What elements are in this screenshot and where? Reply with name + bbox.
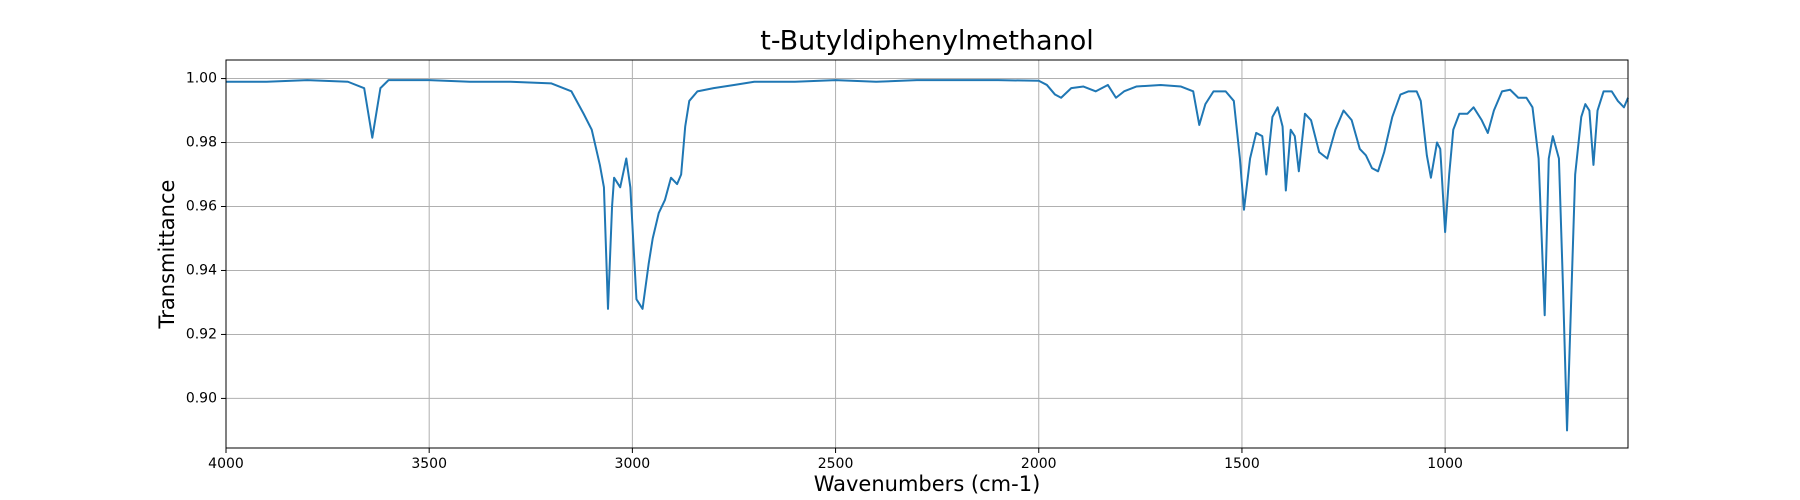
y-tick-label: 0.94: [186, 262, 217, 278]
x-tick-label: 2000: [1021, 456, 1057, 472]
plot-frame: [225, 59, 1629, 449]
y-tick-label: 0.96: [186, 198, 217, 214]
x-tick-label: 2500: [818, 456, 854, 472]
x-tick-label: 3500: [411, 456, 447, 472]
x-tick-label: 4000: [208, 456, 244, 472]
x-tick-label: 1500: [1224, 456, 1260, 472]
x-axis-label: Wavenumbers (cm-1): [814, 472, 1041, 496]
y-tick-label: 0.92: [186, 326, 217, 342]
spectrum-line: [226, 79, 1629, 432]
x-tick-label: 3000: [615, 456, 651, 472]
y-tick-label: 0.90: [186, 390, 217, 406]
y-tick-label: 0.98: [186, 135, 217, 151]
y-axis-label: Transmittance: [155, 180, 179, 330]
x-tick-label: 1000: [1427, 456, 1463, 472]
chart-title: t-Butyldiphenylmethanol: [760, 26, 1093, 57]
y-tick-label: 1.00: [186, 71, 217, 87]
